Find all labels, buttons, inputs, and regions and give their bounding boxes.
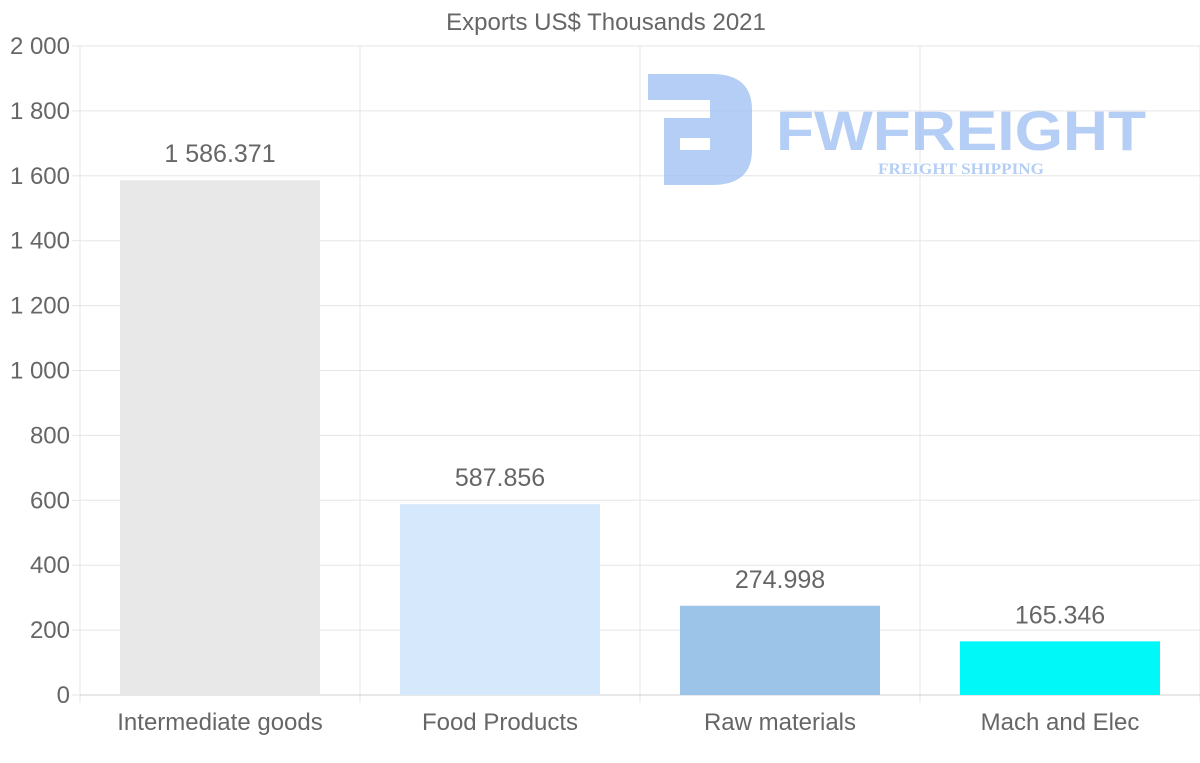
bar	[960, 641, 1160, 695]
y-tick-label: 0	[57, 682, 70, 709]
bars	[120, 180, 1160, 696]
y-tick-label: 1 400	[10, 228, 70, 255]
fwfreight-logo-mark-icon	[648, 74, 752, 185]
bar-value-label: 274.998	[735, 566, 825, 594]
watermark-brand: FWFREIGHT	[776, 99, 1146, 162]
y-tick-label: 400	[30, 552, 70, 579]
watermark-tagline: FREIGHT SHIPPING	[878, 161, 1045, 178]
x-tick-label: Raw materials	[704, 709, 856, 736]
bar	[680, 605, 880, 695]
x-axis: Intermediate goods Food Products Raw mater…	[117, 709, 1139, 736]
chart-title: Exports US$ Thousands 2021	[446, 9, 766, 36]
data-labels: 1 586.371 587.856 274.998 165.346	[164, 140, 1105, 629]
y-tick-label: 800	[30, 422, 70, 449]
bar-value-label: 1 586.371	[164, 140, 275, 168]
y-tick-label: 2 000	[10, 33, 70, 60]
bar	[120, 180, 320, 696]
y-tick-label: 1 200	[10, 293, 70, 320]
bar-value-label: 587.856	[455, 464, 545, 492]
y-tick-label: 1 000	[10, 358, 70, 385]
y-tick-label: 600	[30, 487, 70, 514]
y-tick-label: 200	[30, 617, 70, 644]
y-axis: 0 200 400 600 800 1 000 1 200 1 400 1 600 1 800 2 …	[10, 33, 80, 709]
x-tick-label: Food Products	[422, 709, 578, 736]
x-tick-label: Mach and Elec	[981, 709, 1140, 736]
bar-value-label: 165.346	[1015, 601, 1105, 629]
x-tick-label: Intermediate goods	[117, 709, 322, 736]
y-tick-label: 1 800	[10, 98, 70, 125]
bar	[400, 504, 600, 695]
y-tick-label: 1 600	[10, 163, 70, 190]
